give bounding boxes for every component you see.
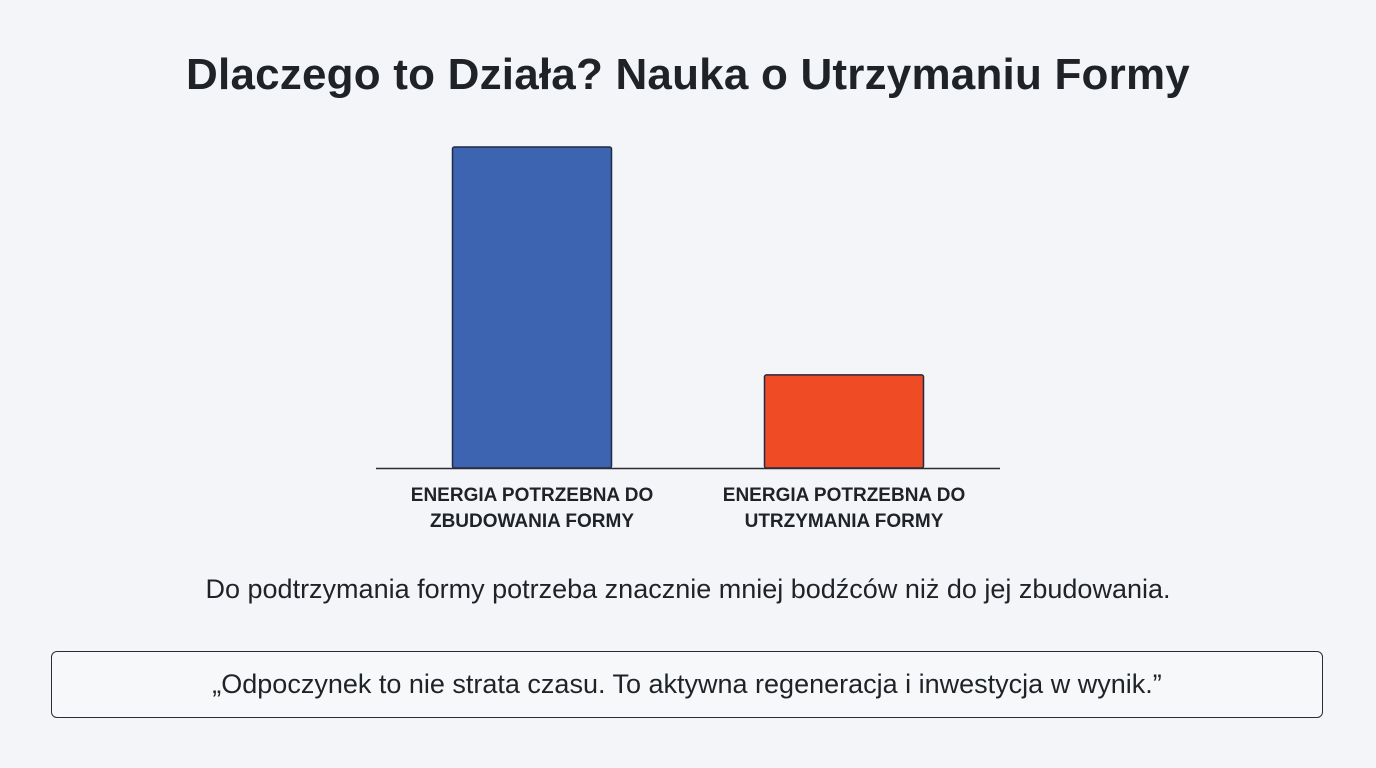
category-label-1: ENERGIA POTRZEBNA DO ZBUDOWANIA FORMY (411, 485, 653, 532)
bar-1 (451, 146, 613, 469)
category-label-2: ENERGIA POTRZEBNA DO UTRZYMANIA FORMY (723, 485, 965, 532)
quote-text: „Odpoczynek to nie strata czasu. To akty… (212, 669, 1162, 699)
summary-text: Do podtrzymania formy potrzeba znacznie … (205, 574, 1171, 604)
category-label-line: ENERGIA POTRZEBNA DO (723, 485, 965, 506)
category-label-line: ZBUDOWANIA FORMY (430, 511, 634, 532)
category-label-line: ENERGIA POTRZEBNA DO (411, 485, 653, 506)
bar-2 (763, 374, 925, 469)
slide-title: Dlaczego to Działa? Nauka o Utrzymaniu F… (186, 50, 1190, 99)
quote-box: „Odpoczynek to nie strata czasu. To akty… (51, 651, 1323, 718)
category-label-line: UTRZYMANIA FORMY (745, 511, 944, 532)
